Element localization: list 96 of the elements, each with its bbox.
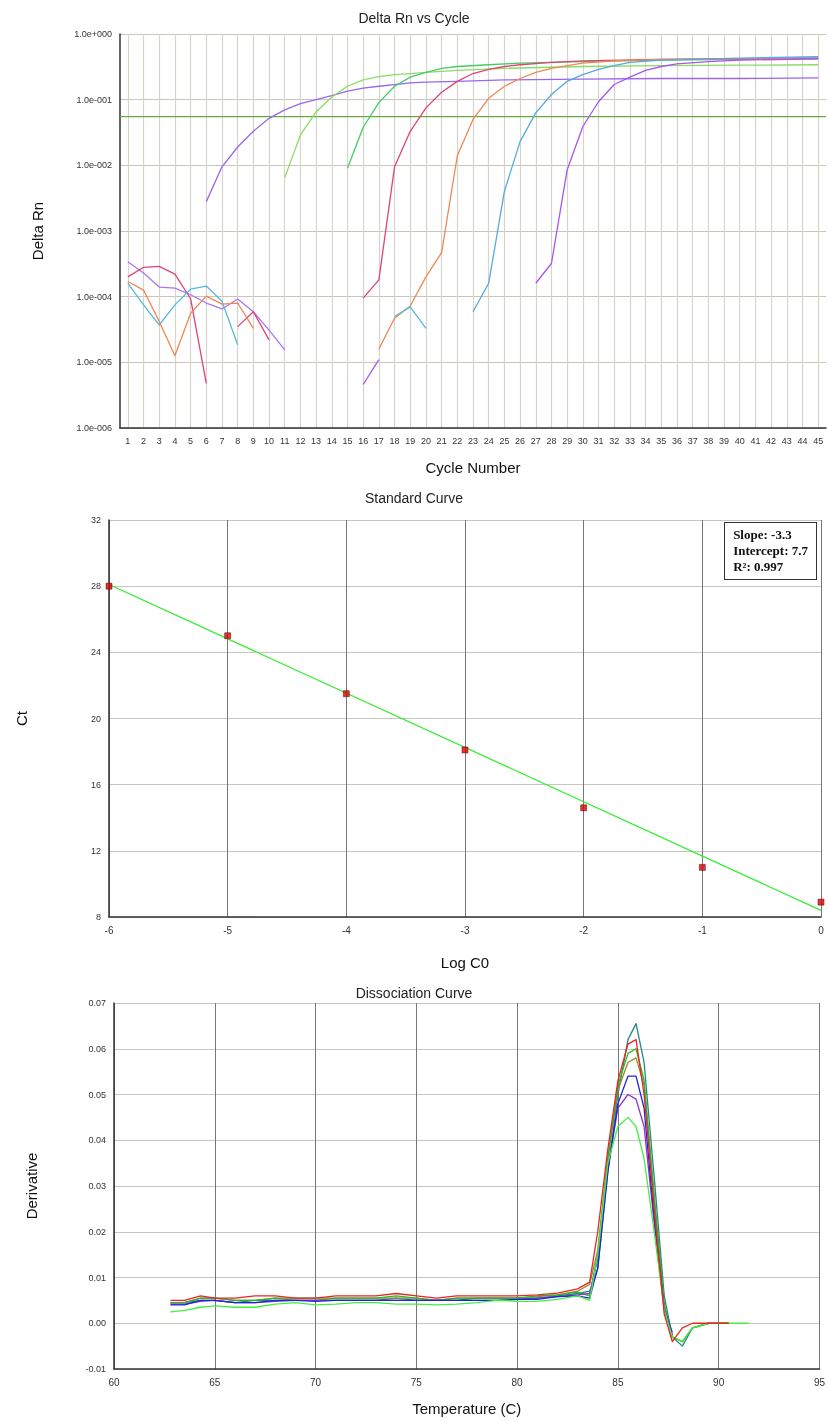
x-tick-label: 31 (593, 435, 604, 446)
y-tick-label: 24 (90, 647, 101, 658)
y-axis-title: Delta Rn (29, 201, 46, 261)
x-tick-label: 16 (358, 435, 369, 446)
x-tick-label: -5 (223, 924, 233, 936)
x-tick-label: 42 (766, 435, 777, 446)
x-tick-label: 4 (172, 435, 178, 446)
x-tick-label: 41 (750, 435, 761, 446)
x-tick-label: 36 (671, 435, 682, 446)
x-tick-label: 39 (719, 435, 730, 446)
y-tick-label: 28 (90, 581, 101, 592)
x-tick-label: 17 (373, 435, 384, 446)
annotation: Intercept: 7.7 (733, 543, 808, 559)
x-tick-label: 2 (141, 435, 147, 446)
x-tick-label: 19 (405, 435, 416, 446)
x-tick-label: 40 (734, 435, 745, 446)
x-tick-label: 28 (546, 435, 557, 446)
x-tick-label: 18 (389, 435, 400, 446)
y-tick-label: 0.01 (88, 1272, 106, 1283)
chart-title: Delta Rn vs Cycle (358, 10, 470, 26)
y-tick-label: 12 (90, 845, 101, 856)
x-tick-label: 44 (797, 435, 808, 446)
y-tick-label: 1.0e-005 (76, 357, 112, 368)
x-tick-label: 5 (188, 435, 194, 446)
y-axis-title: Ct (13, 710, 30, 726)
y-tick-label: 32 (90, 515, 101, 525)
x-tick-label: 21 (436, 435, 447, 446)
x-tick-label: 90 (713, 1376, 725, 1388)
x-tick-label: 38 (703, 435, 714, 446)
x-tick-label: 29 (562, 435, 573, 446)
x-tick-label: 32 (609, 435, 620, 446)
y-tick-label: 1.0e-004 (76, 291, 112, 302)
y-tick-label: 20 (90, 713, 101, 724)
annotation: Slope: -3.3 (733, 527, 793, 543)
y-tick-label: 0.02 (88, 1226, 106, 1237)
x-tick-label: -3 (460, 924, 470, 936)
x-tick-label: 35 (656, 435, 667, 446)
x-tick-label: 37 (687, 435, 698, 446)
y-tick-label: 1.0e-002 (76, 160, 112, 171)
x-tick-label: 27 (530, 435, 541, 446)
y-tick-label: -0.01 (85, 1364, 106, 1374)
x-tick-label: 85 (612, 1376, 624, 1388)
x-tick-label: 1 (125, 435, 131, 446)
x-tick-label: -2 (579, 924, 589, 936)
x-tick-label: 13 (311, 435, 322, 446)
x-tick-label: 0 (818, 924, 825, 936)
x-tick-label: 7 (219, 435, 225, 446)
x-tick-label: 30 (577, 435, 588, 446)
x-tick-label: 8 (235, 435, 241, 446)
y-tick-label: 0.00 (88, 1318, 106, 1329)
x-tick-label: 65 (209, 1376, 221, 1388)
y-tick-label: 0.05 (88, 1089, 106, 1100)
x-tick-label: 15 (342, 435, 353, 446)
y-tick-label: 0.04 (88, 1135, 106, 1146)
x-tick-label: 45 (813, 435, 824, 446)
x-tick-label: 60 (108, 1376, 120, 1388)
y-tick-label: 8 (95, 912, 101, 922)
y-tick-label: 0.07 (88, 998, 106, 1008)
x-tick-label: 20 (420, 435, 431, 446)
x-tick-label: 22 (452, 435, 463, 446)
x-tick-label: 43 (781, 435, 792, 446)
y-tick-label: 0.03 (88, 1181, 106, 1191)
x-tick-label: 14 (326, 435, 337, 446)
x-tick-label: 34 (640, 435, 651, 446)
x-tick-label: 23 (467, 435, 479, 446)
x-axis-title: Temperature (C) (412, 1400, 522, 1417)
x-tick-label: 33 (624, 435, 635, 446)
x-tick-label: 24 (483, 435, 494, 446)
x-tick-label: 3 (156, 435, 162, 446)
x-tick-label: -1 (697, 924, 708, 936)
x-axis-title: Log C0 (440, 954, 490, 971)
annotation: R²: 0.997 (733, 559, 785, 575)
x-axis-title: Cycle Number (425, 459, 521, 476)
chart-title: Dissociation Curve (355, 985, 473, 1001)
y-tick-label: 1.0e-003 (76, 226, 112, 236)
x-tick-label: 80 (511, 1376, 524, 1388)
y-tick-label: 16 (90, 779, 101, 790)
x-tick-label: 75 (410, 1376, 423, 1388)
x-tick-label: 25 (499, 435, 510, 446)
x-tick-label: 10 (264, 435, 275, 446)
x-tick-label: 11 (280, 435, 290, 446)
y-tick-label: 1.0e-001 (76, 94, 112, 105)
y-tick-label: 1.0e-006 (76, 423, 112, 433)
x-tick-label: 95 (813, 1376, 826, 1388)
x-tick-label: 26 (515, 435, 526, 446)
y-tick-label: 1.0e+000 (74, 29, 112, 39)
info-box: Slope: -3.3 Intercept: 7.7 R²: 0.997 (724, 522, 817, 580)
x-tick-label: -4 (341, 924, 352, 936)
x-tick-label: 6 (203, 435, 209, 446)
y-axis-title: Derivative (23, 1152, 40, 1220)
y-tick-label: 0.06 (88, 1043, 106, 1054)
x-tick-label: -6 (104, 924, 114, 936)
x-tick-label: 9 (250, 435, 256, 446)
x-tick-label: 12 (295, 435, 306, 446)
chart-title: Standard Curve (364, 490, 464, 506)
x-tick-label: 70 (309, 1376, 322, 1388)
